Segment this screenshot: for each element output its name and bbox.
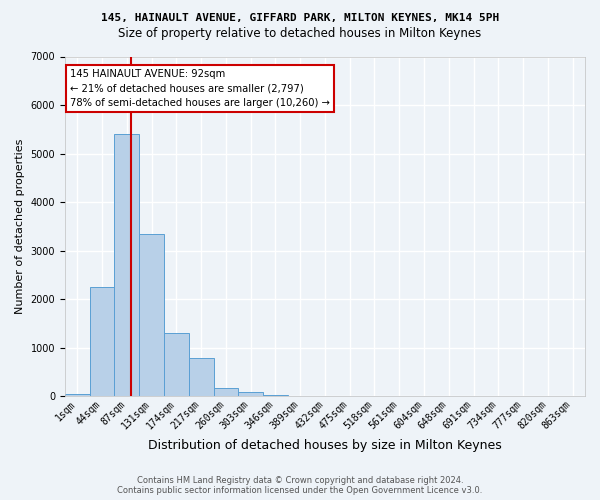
Y-axis label: Number of detached properties: Number of detached properties xyxy=(15,139,25,314)
Bar xyxy=(189,358,214,397)
Bar xyxy=(164,334,189,396)
Bar xyxy=(89,287,115,397)
Bar xyxy=(214,388,238,396)
X-axis label: Distribution of detached houses by size in Milton Keynes: Distribution of detached houses by size … xyxy=(148,440,502,452)
Bar xyxy=(65,394,89,396)
Bar xyxy=(139,234,164,396)
Text: Contains HM Land Registry data © Crown copyright and database right 2024.
Contai: Contains HM Land Registry data © Crown c… xyxy=(118,476,482,495)
Text: 145 HAINAULT AVENUE: 92sqm
← 21% of detached houses are smaller (2,797)
78% of s: 145 HAINAULT AVENUE: 92sqm ← 21% of deta… xyxy=(70,68,330,108)
Text: Size of property relative to detached houses in Milton Keynes: Size of property relative to detached ho… xyxy=(118,28,482,40)
Bar xyxy=(238,392,263,396)
Bar xyxy=(263,394,288,396)
Text: 145, HAINAULT AVENUE, GIFFARD PARK, MILTON KEYNES, MK14 5PH: 145, HAINAULT AVENUE, GIFFARD PARK, MILT… xyxy=(101,12,499,22)
Bar xyxy=(115,134,139,396)
